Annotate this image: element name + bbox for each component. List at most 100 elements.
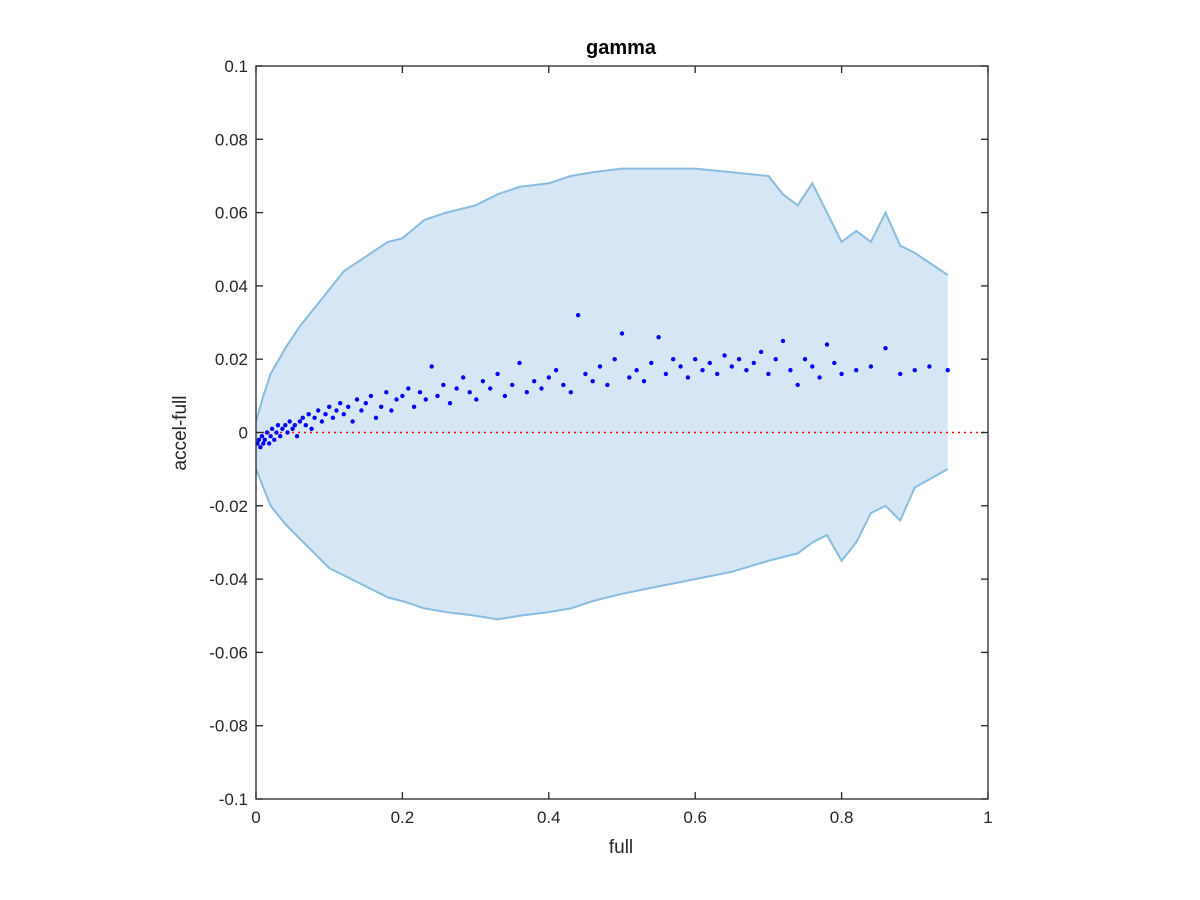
data-point xyxy=(590,379,595,384)
data-point xyxy=(319,419,325,424)
data-point xyxy=(359,408,364,413)
y-tick-label: 0.02 xyxy=(215,350,248,369)
data-point xyxy=(354,397,360,402)
y-tick-label: -0.06 xyxy=(209,643,248,662)
data-point xyxy=(685,375,691,380)
data-point xyxy=(411,404,417,409)
y-axis-title: accel-full xyxy=(170,396,191,471)
data-point xyxy=(839,371,844,377)
data-point xyxy=(268,434,273,439)
y-tick-label: 0 xyxy=(239,424,248,443)
data-point xyxy=(306,412,311,417)
data-point xyxy=(736,357,742,362)
data-point xyxy=(384,390,389,395)
x-tick-label: 1 xyxy=(983,808,992,827)
data-point xyxy=(461,375,466,380)
data-point xyxy=(283,423,288,428)
data-point xyxy=(373,415,379,420)
chart-title: gamma xyxy=(586,37,657,59)
data-point xyxy=(627,375,632,380)
data-point xyxy=(854,368,859,373)
data-point xyxy=(912,368,917,373)
y-tick-label: 0.04 xyxy=(215,277,248,296)
data-point xyxy=(467,390,472,395)
data-point xyxy=(561,382,566,388)
data-point xyxy=(400,393,405,399)
data-point xyxy=(368,393,374,399)
data-point xyxy=(883,346,888,351)
data-point xyxy=(715,371,720,377)
data-point xyxy=(553,368,559,373)
y-tick-label: 0.06 xyxy=(215,204,248,223)
data-point xyxy=(671,357,676,362)
data-point xyxy=(619,331,625,336)
data-point xyxy=(583,371,588,377)
data-point xyxy=(309,426,314,431)
x-tick-label: 0.8 xyxy=(830,808,854,827)
data-point xyxy=(817,375,822,380)
data-point xyxy=(751,360,756,366)
data-point xyxy=(441,382,446,388)
data-point xyxy=(641,379,647,384)
y-tick-label: 0.08 xyxy=(215,130,248,149)
data-point xyxy=(663,371,669,377)
data-point xyxy=(327,404,332,409)
data-point xyxy=(454,386,459,391)
data-point xyxy=(575,313,581,318)
data-point xyxy=(346,404,351,409)
data-point xyxy=(810,364,815,369)
data-point xyxy=(649,360,654,366)
data-point xyxy=(290,426,295,431)
data-point xyxy=(824,342,830,347)
data-point xyxy=(773,357,778,362)
x-tick-label: 0.6 xyxy=(683,808,707,827)
confidence-band xyxy=(256,168,948,620)
band-upper-line xyxy=(255,167,949,422)
data-point xyxy=(524,390,529,395)
y-tick-label: -0.02 xyxy=(209,497,248,516)
data-point xyxy=(605,382,610,388)
data-point xyxy=(832,360,837,366)
data-point xyxy=(802,357,808,362)
data-point xyxy=(502,393,508,399)
data-point xyxy=(275,423,281,428)
band-lower-line xyxy=(255,468,949,621)
data-point xyxy=(261,441,266,446)
data-point xyxy=(744,368,749,373)
data-point xyxy=(678,364,683,369)
data-point xyxy=(532,379,537,384)
data-point xyxy=(267,441,272,446)
data-point xyxy=(634,368,639,373)
data-point xyxy=(474,397,479,402)
data-point xyxy=(256,437,262,442)
data-point xyxy=(423,397,428,402)
data-point xyxy=(758,349,764,355)
x-axis-title: full xyxy=(609,837,633,858)
data-point xyxy=(447,401,453,406)
data-point xyxy=(656,335,661,340)
y-tick-label: -0.04 xyxy=(209,570,248,589)
y-tick-label: -0.1 xyxy=(219,790,248,809)
data-point xyxy=(312,415,317,420)
data-point xyxy=(316,408,321,413)
data-point xyxy=(394,397,399,402)
x-tick-label: 0 xyxy=(251,808,260,827)
data-point xyxy=(323,412,328,417)
x-tick-label: 0.2 xyxy=(391,808,415,827)
data-point xyxy=(303,423,308,428)
data-point xyxy=(259,434,265,439)
data-point xyxy=(330,415,336,420)
plot-area xyxy=(255,167,988,621)
data-point xyxy=(868,364,874,369)
data-point xyxy=(264,430,270,435)
data-point xyxy=(788,368,793,373)
y-tick-label: -0.08 xyxy=(209,717,248,736)
data-point xyxy=(780,338,786,344)
data-point xyxy=(429,364,434,369)
data-point xyxy=(350,419,355,424)
data-point xyxy=(795,382,800,388)
data-point xyxy=(480,379,486,384)
data-point xyxy=(546,375,551,380)
data-point xyxy=(334,408,339,413)
